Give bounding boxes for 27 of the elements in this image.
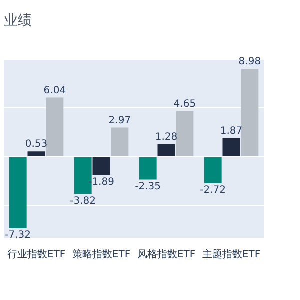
x-tick-label: 策略指数ETF [72, 248, 131, 261]
bar [241, 69, 259, 156]
data-label: 6.04 [44, 85, 66, 96]
data-label: -7.32 [5, 230, 32, 242]
bar [46, 98, 64, 156]
data-label: 2.97 [108, 115, 132, 126]
bar [111, 128, 129, 156]
bar [9, 157, 27, 228]
bar [28, 152, 46, 156]
data-label: -3.82 [70, 196, 96, 207]
bar [222, 138, 240, 156]
x-tick-label: 行业指数ETF [7, 248, 66, 261]
data-label: 0.53 [25, 139, 48, 150]
x-tick-label: 主题指数ETF [202, 248, 261, 261]
data-label: 1.87 [220, 126, 243, 138]
data-label: 1.28 [155, 132, 178, 143]
chart-title: 业绩 [4, 12, 32, 30]
data-label: -2.72 [200, 185, 226, 196]
data-label: 8.98 [238, 56, 262, 68]
data-label: 4.65 [174, 98, 196, 110]
bar [176, 111, 194, 156]
bar [139, 157, 157, 180]
x-tick-label: 风格指数ETF [137, 248, 196, 261]
bar [204, 157, 222, 184]
data-label: -2.35 [135, 181, 162, 192]
bar [92, 157, 110, 176]
bar [158, 144, 176, 156]
